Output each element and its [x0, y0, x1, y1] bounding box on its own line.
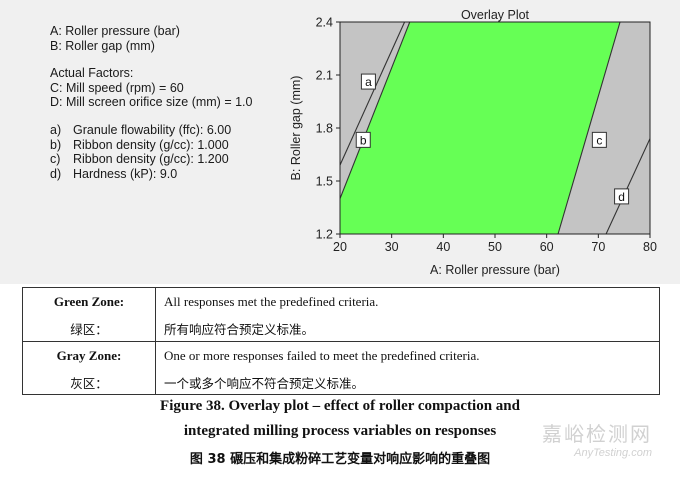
- gray-zone-description-cn: 一个或多个响应不符合预定义标准。: [164, 375, 365, 391]
- gray-zone-label: Gray Zone:: [56, 347, 122, 363]
- green-zone-area: [340, 22, 621, 234]
- actual-factors-title: Actual Factors:: [50, 66, 134, 81]
- boundary-label-box-a: [360, 73, 376, 90]
- x-tick-label: 60: [540, 240, 554, 254]
- boundary-line-a: [340, 22, 406, 166]
- y-tick-label: 2.4: [316, 16, 333, 30]
- watermark-text-en: AnyTesting.com: [574, 447, 652, 459]
- y-tick-label: 1.2: [316, 228, 333, 242]
- response-b: b) Ribbon density (g/cc): 1.000: [50, 137, 229, 152]
- overlay-plot: a b c d 20 30 40 50 60 70 80 1.2 1.5 1.8 2.1 2.4 Overl…: [289, 8, 657, 277]
- chart-title: Overlay Plot: [461, 8, 530, 22]
- factor-d: D: Mill screen orifice size (mm) = 1.0: [50, 95, 253, 110]
- boundary-label-box-c: [591, 131, 607, 148]
- boundary-label-d: d: [618, 190, 625, 204]
- y-tick-label: 1.5: [316, 175, 333, 189]
- factor-a: A: Roller pressure (bar): [50, 24, 180, 38]
- factor-b: B: Roller gap (mm): [50, 38, 155, 53]
- response-c: c) Ribbon density (g/cc): 1.200: [50, 152, 229, 167]
- response-a: a) Granule flowability (ffc): 6.00: [50, 122, 232, 137]
- boundary-label-box-d: [614, 188, 630, 205]
- figure-caption-chinese: 图 38 碾压和集成粉碎工艺变量对响应影响的重叠图: [189, 452, 491, 467]
- boundary-label-b: b: [360, 133, 367, 147]
- green-zone-description-cell: All responses met the predefined criteri…: [155, 287, 660, 342]
- boundary-line-c: [557, 22, 621, 234]
- table-row: Gray Zone: 灰区： One or more responses fai…: [22, 340, 660, 395]
- green-zone-label-cn: 绿区：: [70, 322, 108, 337]
- green-zone-description-cn: 所有响应符合预定义标准。: [164, 322, 315, 337]
- x-axis-label: A: Roller pressure (bar): [430, 263, 560, 277]
- x-tick-label: 40: [436, 240, 450, 254]
- boundary-label-a: a: [365, 75, 372, 89]
- x-tick-label: 70: [591, 240, 605, 254]
- y-tick-label: 1.8: [316, 122, 333, 136]
- watermark: 嘉峪检测网 AnyTesting.com: [542, 418, 652, 459]
- gray-zone-cell: Gray Zone: 灰区：: [22, 340, 156, 395]
- boundary-line-d: [605, 138, 650, 234]
- gray-zone-description: One or more responses failed to meet the…: [164, 347, 480, 363]
- y-axis-label: B: Roller gap (mm): [289, 76, 303, 181]
- x-tick-label: 80: [643, 240, 657, 254]
- x-tick-label: 30: [385, 240, 399, 254]
- boundary-line-b: [340, 22, 411, 199]
- figure-caption-line-2: integrated milling process variables on …: [183, 423, 497, 439]
- green-zone-label: Green Zone:: [53, 294, 125, 309]
- green-zone-description: All responses met the predefined criteri…: [164, 294, 379, 309]
- factor-legend: A: Roller pressure (bar) B: Roller gap (…: [50, 24, 252, 181]
- boundary-label-c: c: [596, 133, 602, 147]
- response-d: d) Hardness (kP): 9.0: [50, 166, 178, 181]
- figure-caption-line-1: Figure 38. Overlay plot – effect of roll…: [160, 398, 520, 414]
- watermark-text-cn: 嘉峪检测网: [542, 422, 652, 446]
- gray-zone-description-cell: One or more responses failed to meet the…: [155, 340, 660, 395]
- factor-c: C: Mill speed (rpm) = 60: [50, 80, 184, 95]
- gray-zone-label-cn: 灰区：: [70, 375, 108, 391]
- boundary-label-box-b: [355, 131, 371, 148]
- table-row: Green Zone: 绿区： All responses met the pr…: [22, 287, 660, 342]
- green-zone-cell: Green Zone: 绿区：: [22, 287, 156, 342]
- x-tick-label: 50: [488, 240, 502, 254]
- y-tick-label: 2.1: [316, 69, 333, 83]
- x-tick-label: 20: [333, 240, 347, 254]
- zone-legend-table: Green Zone: 绿区： All responses met the pr…: [22, 287, 660, 395]
